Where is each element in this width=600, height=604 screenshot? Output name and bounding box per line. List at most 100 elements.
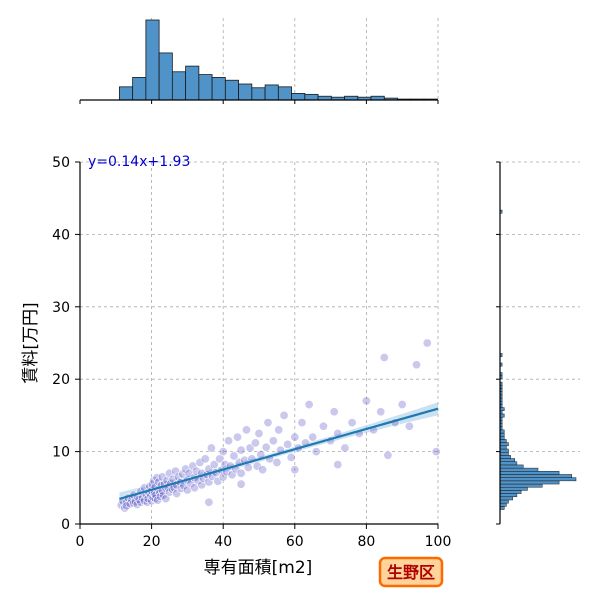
scatter-point (229, 451, 239, 461)
top-hist-bar (171, 71, 187, 101)
right-hist-bar (499, 496, 513, 501)
scatter-point (206, 443, 216, 453)
right-hist-bar (499, 493, 518, 498)
right-hist-bar (499, 477, 577, 482)
scatter-point (404, 421, 414, 431)
x-tick-label: 0 (76, 534, 85, 550)
x-axis-label: 専有面積[m2] (204, 558, 313, 578)
right-hist-bar (499, 464, 524, 469)
top-hist-bar (185, 65, 200, 101)
scatter-point (156, 491, 166, 501)
top-hist-bar (277, 86, 292, 101)
scatter-point (200, 454, 210, 464)
right-hist-bar (499, 455, 511, 459)
y-tick-label: 10 (52, 445, 70, 461)
right-hist-bar (499, 502, 507, 507)
scatter-point (218, 472, 228, 482)
scatter-point (333, 460, 343, 470)
scatter-point (297, 418, 307, 428)
scatter-point (318, 421, 328, 431)
badge-text: 生野区 (387, 563, 435, 582)
scatter-point (311, 447, 321, 457)
right-hist-bar (499, 445, 507, 450)
scatter-point (272, 457, 282, 467)
scatter-point (290, 432, 300, 442)
top-histogram (79, 18, 439, 104)
main-axes: 0 20 40 60 80 100 0 10 20 30 40 50 (52, 155, 451, 550)
y-tick-label: 30 (52, 300, 70, 316)
scatter-point (191, 466, 201, 476)
regression-line-group (119, 407, 439, 500)
scatter-point (412, 360, 422, 370)
right-hist-bar (499, 474, 573, 478)
x-tick-label: 100 (425, 534, 452, 550)
y-tick-label: 20 (52, 372, 70, 388)
y-tick-label: 0 (61, 517, 70, 533)
equation-label: y=0.14x+1.93 (88, 154, 190, 170)
scatter-points (116, 338, 441, 513)
scatter-point (233, 432, 243, 442)
scatter-point (204, 497, 214, 507)
top-hist-bar (264, 84, 279, 101)
y-axis-label: 賃料[万円] (21, 302, 41, 383)
right-hist-bar (499, 451, 509, 456)
scatter-point (379, 352, 389, 362)
scatter-point (347, 418, 357, 428)
right-hist-bar (499, 439, 507, 443)
scatter-point (431, 447, 441, 457)
scatter-point (204, 477, 214, 487)
scatter-point (263, 418, 273, 428)
right-hist-bar (499, 467, 539, 472)
top-hist-bar (145, 19, 160, 101)
top-hist-bar (211, 77, 226, 101)
top-hist-bar (158, 52, 173, 101)
right-histogram (496, 161, 580, 525)
right-hist-bar (499, 486, 528, 491)
scatter-point (340, 443, 350, 453)
scatter-point (215, 454, 225, 464)
scatter-point (236, 479, 246, 489)
right-hist-bar (499, 480, 560, 485)
top-hist-bar (198, 74, 213, 101)
district-badge: 生野区 (378, 556, 444, 588)
x-tick-label: 80 (357, 534, 375, 550)
scatter-point (290, 465, 300, 475)
right-hist-bar (499, 429, 505, 434)
top-hist-bar (291, 93, 306, 101)
badge-box (378, 556, 444, 588)
right-hist-bar (499, 490, 522, 494)
scatter-point (218, 447, 228, 457)
right-hist-bar (499, 413, 505, 418)
scatter-point (261, 442, 271, 452)
top-hist-bar (132, 77, 147, 101)
x-tick-label: 40 (214, 534, 232, 550)
scatter-point (274, 425, 284, 435)
right-hist-bar (499, 442, 509, 447)
scatter-point (279, 410, 289, 420)
scatter-point (241, 425, 251, 435)
right-hist-bar (499, 436, 505, 440)
right-hist-bar (499, 499, 509, 504)
right-hist-bar (499, 407, 505, 412)
main-grid (80, 161, 439, 524)
x-tick-label: 60 (286, 534, 304, 550)
scatter-point (268, 436, 278, 446)
y-tick-label: 50 (52, 155, 70, 171)
scatter-point (252, 461, 262, 471)
scatter-point (236, 468, 246, 478)
scatter-point (383, 450, 393, 460)
scatter-point (172, 489, 182, 499)
scatter-point (224, 436, 234, 446)
scatter-point (304, 400, 314, 410)
scatter-point (286, 452, 296, 462)
scatter-point (236, 445, 246, 455)
scatter-point (258, 465, 268, 475)
scatter-point (195, 457, 205, 467)
right-hist-bar (499, 483, 543, 488)
right-hist-bar (499, 471, 560, 475)
scatter-point (422, 338, 432, 348)
x-tick-label: 20 (143, 534, 161, 550)
right-hist-bar (499, 461, 518, 466)
